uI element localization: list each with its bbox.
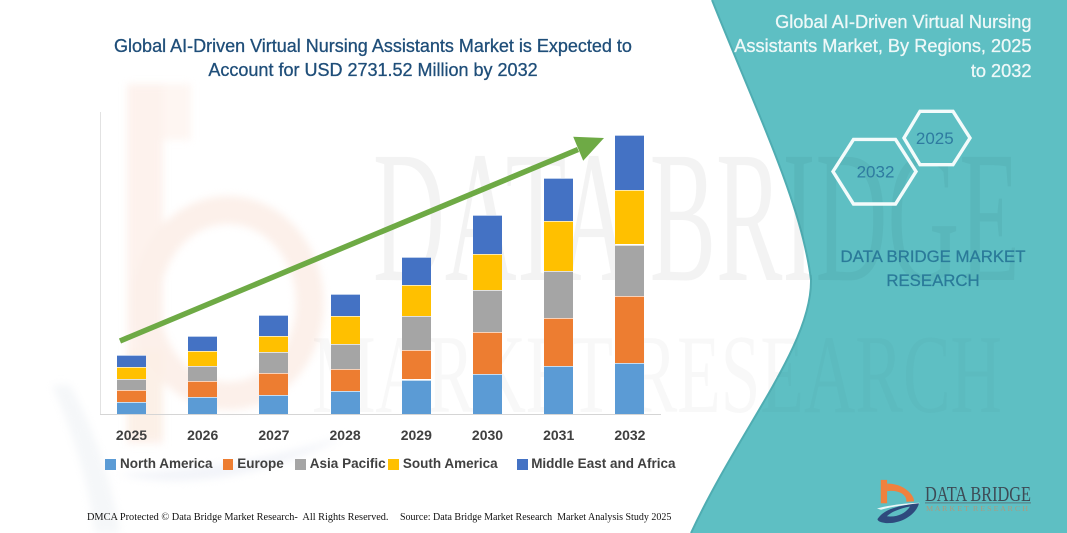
svg-text:2032: 2032 [857, 163, 895, 182]
svg-text:M A R K E T R E S E A R C H: M A R K E T R E S E A R C H [926, 505, 1028, 513]
svg-text:2025: 2025 [916, 129, 954, 148]
svg-text:DATA BRIDGE: DATA BRIDGE [925, 482, 1031, 506]
